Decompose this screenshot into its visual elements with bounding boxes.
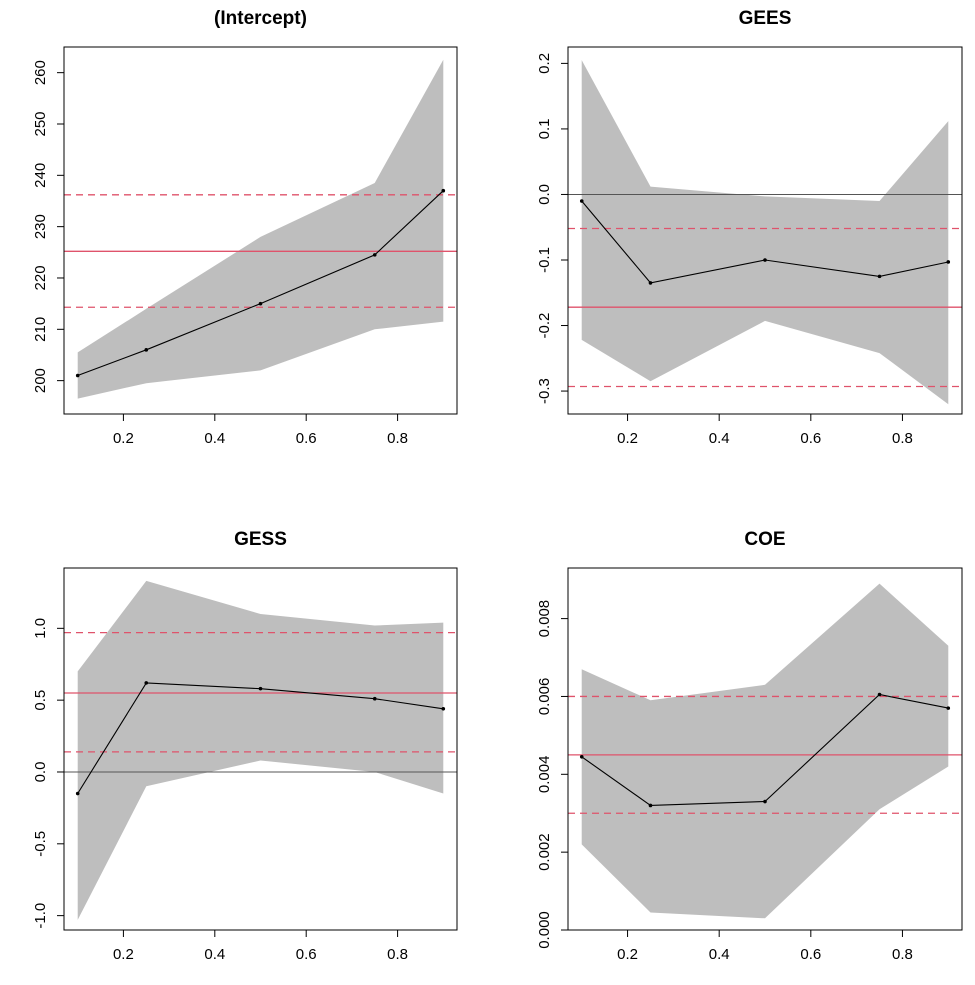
panel-3: 0.2 0.4 0.6 0.8 -1.0 -0.5 0.0 0.5 1.0 GESS <box>32 529 458 963</box>
x-tick-label: 0.6 <box>296 430 317 447</box>
estimate-point <box>258 301 263 306</box>
y-tick-label: -0.1 <box>536 247 553 273</box>
x-tick-label: 0.8 <box>387 430 408 447</box>
estimate-point <box>75 373 80 378</box>
y-tick-label: 260 <box>32 60 49 85</box>
y-tick-label: 1.0 <box>32 618 49 639</box>
y-tick-label: 0.000 <box>536 911 553 949</box>
plot-frame <box>567 567 963 931</box>
y-tick-label: 0.5 <box>32 690 49 711</box>
x-tick-label: 0.4 <box>204 430 225 447</box>
estimate-point <box>877 692 882 697</box>
confidence-band <box>581 583 949 919</box>
y-tick-label: 0.008 <box>536 600 553 638</box>
estimate-point <box>441 188 446 193</box>
estimate-point <box>372 253 377 257</box>
y-tick-label: 0.004 <box>536 756 553 794</box>
y-tick-label: 0.0 <box>32 762 49 783</box>
estimate-point <box>763 258 767 262</box>
x-tick-label: 0.4 <box>204 946 225 963</box>
y-tick-label: 250 <box>32 111 49 136</box>
estimate-point <box>372 696 377 701</box>
estimate-point <box>946 260 951 264</box>
estimate-point <box>946 706 951 710</box>
y-tick-label: -0.3 <box>536 378 553 404</box>
plot-frame <box>63 46 458 415</box>
panel-2: 0.2 0.4 0.6 0.8 -0.3 -0.2 -0.1 0.0 0.1 0.2 GEES <box>536 8 963 447</box>
confidence-band <box>77 580 444 920</box>
estimate-point <box>144 681 149 685</box>
estimate-point <box>258 686 263 691</box>
confidence-band <box>77 59 444 399</box>
y-tick-label: -1.0 <box>32 903 49 929</box>
y-tick-label: -0.5 <box>32 831 49 857</box>
estimate-point <box>144 348 149 352</box>
estimate-point <box>441 706 446 711</box>
y-tick-label: 220 <box>32 265 49 290</box>
panel-1: 0.2 0.4 0.6 0.8 200 210 220 230 240 250 260 (Interc… <box>32 8 458 447</box>
y-tick-label: 240 <box>32 163 49 188</box>
estimate-point <box>579 754 584 759</box>
x-tick-label: 0.8 <box>387 946 408 963</box>
y-tick-label: 200 <box>32 368 49 393</box>
plot-frame <box>63 567 458 931</box>
estimate-point <box>877 274 882 279</box>
y-tick-label: 210 <box>32 317 49 342</box>
estimate-point <box>75 791 80 796</box>
estimate-point <box>648 281 653 285</box>
y-tick-label: 230 <box>32 214 49 239</box>
x-tick-label: 0.8 <box>892 946 913 963</box>
estimate-point <box>763 799 767 804</box>
panel-title: (Intercept) <box>214 8 307 29</box>
y-tick-label: 0.006 <box>536 678 553 716</box>
x-tick-label: 0.6 <box>800 946 821 963</box>
x-tick-label: 0.2 <box>113 946 134 963</box>
x-tick-label: 0.8 <box>892 430 913 447</box>
estimate-point <box>579 199 584 203</box>
x-tick-label: 0.6 <box>800 430 821 447</box>
panel-title: COE <box>744 529 785 550</box>
x-tick-label: 0.2 <box>617 430 638 447</box>
x-tick-label: 0.2 <box>617 946 638 963</box>
y-tick-label: 0.2 <box>536 53 553 74</box>
y-tick-label: -0.2 <box>536 313 553 339</box>
panel-4: 0.2 0.4 0.6 0.8 0.000 0.002 0.004 0.006 0.008 COE <box>536 529 963 963</box>
y-tick-label: 0.0 <box>536 184 553 205</box>
confidence-band <box>581 60 949 405</box>
x-tick-label: 0.4 <box>709 946 730 963</box>
plot-frame <box>567 46 963 415</box>
x-tick-label: 0.4 <box>709 430 730 447</box>
x-tick-label: 0.6 <box>296 946 317 963</box>
y-tick-label: 0.1 <box>536 118 553 139</box>
panel-title: GEES <box>739 8 792 29</box>
x-tick-label: 0.2 <box>113 430 134 447</box>
estimate-point <box>648 803 653 808</box>
panel-title: GESS <box>234 529 287 550</box>
y-tick-label: 0.002 <box>536 833 553 871</box>
